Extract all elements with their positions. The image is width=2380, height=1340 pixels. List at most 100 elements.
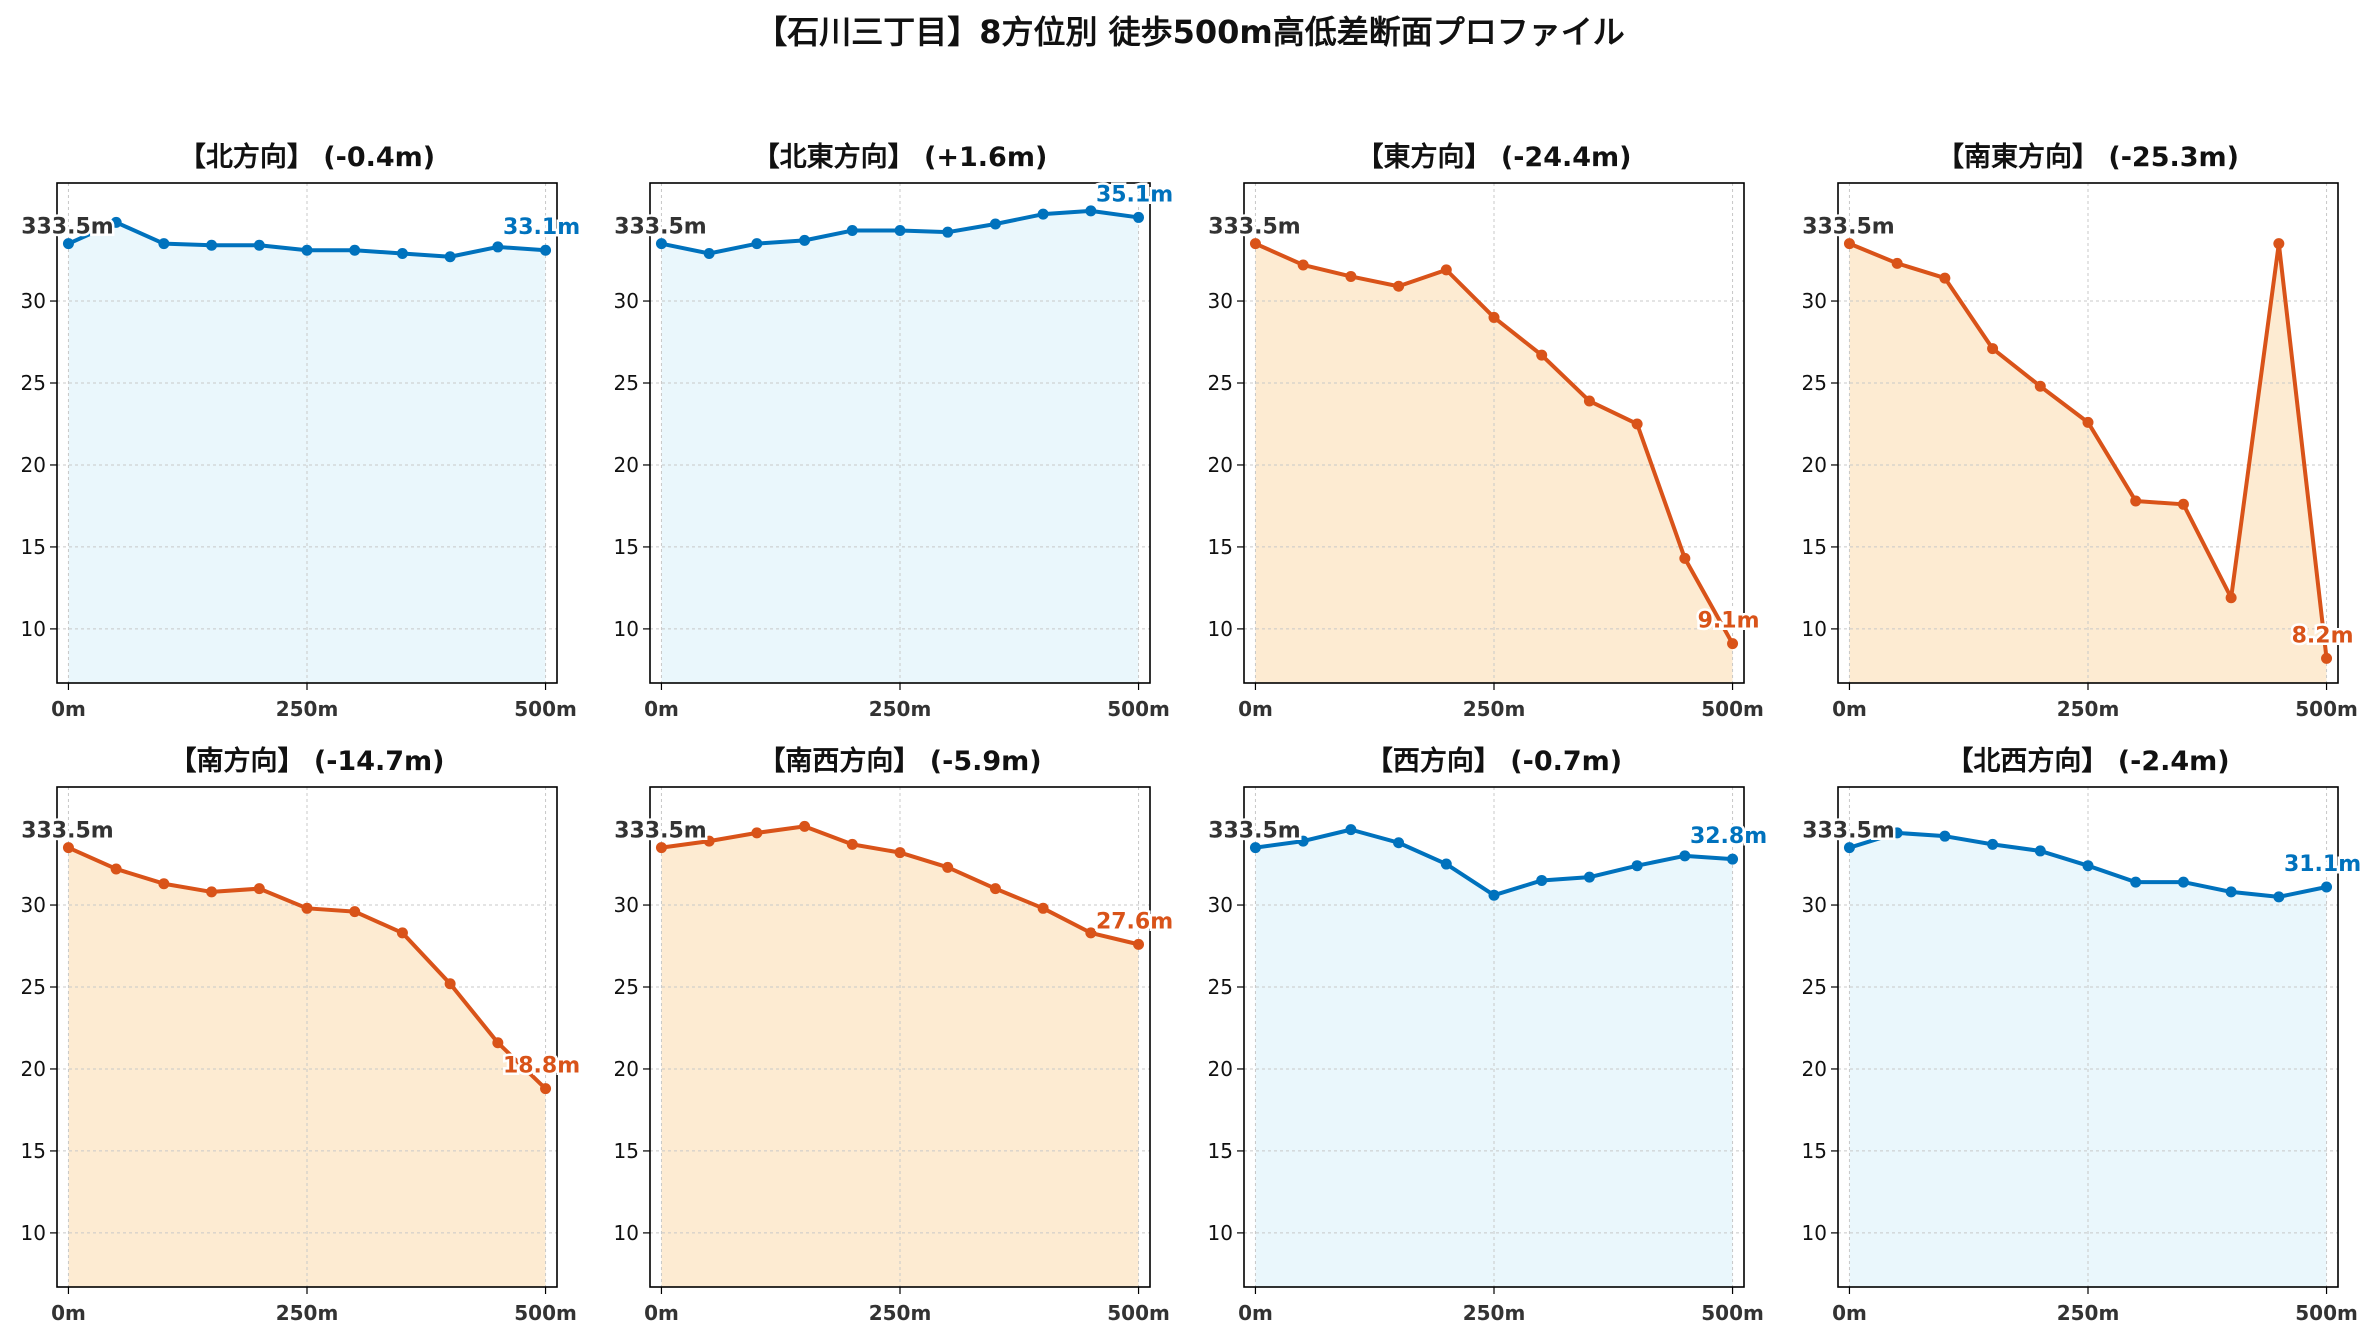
data-point bbox=[110, 216, 122, 228]
y-tick-label: 20 bbox=[1208, 1057, 1233, 1081]
data-point bbox=[2273, 891, 2285, 903]
data-point bbox=[2130, 876, 2142, 888]
y-tick-label: 25 bbox=[1208, 371, 1233, 395]
x-tick-label: 500m bbox=[1107, 1301, 1170, 1325]
panel-6: 10 15 20 25 30 0m 250m 500m 333.5m 27.6m 【南西方向】 (-… bbox=[612, 745, 1176, 1325]
y-tick-label: 30 bbox=[21, 893, 46, 917]
data-point bbox=[253, 239, 265, 251]
data-point bbox=[1679, 552, 1691, 564]
y-tick-label: 10 bbox=[1802, 1221, 1827, 1245]
area-fill bbox=[68, 222, 546, 683]
data-point bbox=[894, 225, 906, 237]
start-elevation-label: 333.5m bbox=[1208, 215, 1301, 240]
data-point bbox=[1679, 850, 1691, 862]
x-tick-label: 0m bbox=[51, 1301, 86, 1325]
data-point bbox=[1133, 211, 1145, 223]
data-point bbox=[301, 244, 313, 256]
y-tick-label: 30 bbox=[1802, 893, 1827, 917]
area-fill bbox=[68, 847, 546, 1287]
data-point bbox=[1393, 837, 1405, 849]
y-tick-label: 10 bbox=[1208, 617, 1233, 641]
x-tick-label: 250m bbox=[2057, 1301, 2120, 1325]
data-point bbox=[1085, 927, 1097, 939]
data-point bbox=[2082, 416, 2094, 428]
x-tick-label: 0m bbox=[1832, 1301, 1867, 1325]
data-point bbox=[1037, 902, 1049, 914]
start-elevation-label: 333.5m bbox=[21, 215, 114, 240]
data-point bbox=[1987, 838, 1999, 850]
end-elevation-label: 8.2m bbox=[2292, 623, 2354, 648]
data-point bbox=[396, 247, 408, 259]
y-tick-label: 25 bbox=[1802, 975, 1827, 999]
y-tick-label: 20 bbox=[21, 453, 46, 477]
x-tick-label: 250m bbox=[1463, 1301, 1526, 1325]
data-point bbox=[492, 1037, 504, 1049]
data-point bbox=[206, 239, 218, 251]
data-point bbox=[1583, 395, 1595, 407]
end-elevation-label: 31.1m bbox=[2284, 852, 2361, 877]
y-tick-label: 15 bbox=[1208, 1139, 1233, 1163]
panel-title: 【南西方向】 (-5.9m) bbox=[758, 745, 1041, 777]
data-point bbox=[1297, 835, 1309, 847]
y-tick-label: 15 bbox=[614, 1139, 639, 1163]
end-elevation-label: 18.8m bbox=[503, 1054, 580, 1079]
data-point bbox=[989, 883, 1001, 895]
panel-3: 10 15 20 25 30 0m 250m 500m 333.5m 9.1m 【東方向】 (-24… bbox=[1206, 141, 1764, 721]
end-elevation-label: 27.6m bbox=[1096, 909, 1173, 934]
y-tick-label: 10 bbox=[21, 617, 46, 641]
data-point bbox=[799, 234, 811, 246]
start-elevation-label: 333.5m bbox=[21, 819, 114, 844]
x-tick-label: 500m bbox=[2295, 1301, 2358, 1325]
data-point bbox=[703, 247, 715, 259]
data-point bbox=[2177, 876, 2189, 888]
end-elevation-label: 35.1m bbox=[1096, 182, 1173, 207]
y-tick-label: 20 bbox=[614, 1057, 639, 1081]
data-point bbox=[1345, 824, 1357, 836]
data-point bbox=[2273, 238, 2285, 250]
x-tick-label: 0m bbox=[1832, 697, 1867, 721]
data-point bbox=[1631, 860, 1643, 872]
data-point bbox=[444, 978, 456, 990]
y-tick-label: 30 bbox=[614, 893, 639, 917]
y-tick-label: 10 bbox=[1208, 1221, 1233, 1245]
data-point bbox=[799, 820, 811, 832]
data-point bbox=[2225, 592, 2237, 604]
panel-title: 【南方向】 (-14.7m) bbox=[169, 745, 444, 777]
x-tick-label: 0m bbox=[1238, 697, 1273, 721]
y-tick-label: 15 bbox=[1802, 1139, 1827, 1163]
panel-title: 【北方向】 (-0.4m) bbox=[179, 141, 435, 173]
data-point bbox=[2321, 881, 2333, 893]
data-point bbox=[540, 244, 552, 256]
panel-title: 【西方向】 (-0.7m) bbox=[1366, 745, 1622, 777]
data-point bbox=[703, 835, 715, 847]
data-point bbox=[62, 842, 74, 854]
y-tick-label: 20 bbox=[1208, 453, 1233, 477]
data-point bbox=[1488, 311, 1500, 323]
data-point bbox=[1440, 264, 1452, 276]
data-point bbox=[253, 883, 265, 895]
panel-4: 10 15 20 25 30 0m 250m 500m 333.5m 8.2m 【南東方向】 (-2… bbox=[1800, 141, 2358, 721]
y-tick-label: 20 bbox=[21, 1057, 46, 1081]
data-point bbox=[1939, 830, 1951, 842]
data-point bbox=[1727, 853, 1739, 865]
data-point bbox=[110, 863, 122, 875]
end-elevation-label: 33.1m bbox=[503, 215, 580, 240]
x-tick-label: 250m bbox=[276, 697, 339, 721]
data-point bbox=[1843, 842, 1855, 854]
data-point bbox=[2225, 886, 2237, 898]
data-point bbox=[396, 927, 408, 939]
data-point bbox=[444, 251, 456, 263]
data-point bbox=[2321, 652, 2333, 664]
data-point bbox=[1843, 238, 1855, 250]
start-elevation-label: 333.5m bbox=[1208, 819, 1301, 844]
panel-5: 10 15 20 25 30 0m 250m 500m 333.5m 18.8m 【南方向】 (-1… bbox=[19, 745, 583, 1325]
y-tick-label: 25 bbox=[1802, 371, 1827, 395]
y-tick-label: 25 bbox=[21, 371, 46, 395]
area-fill bbox=[661, 210, 1139, 684]
y-tick-label: 25 bbox=[1208, 975, 1233, 999]
data-point bbox=[751, 827, 763, 839]
data-point bbox=[62, 238, 74, 250]
data-point bbox=[492, 241, 504, 253]
data-point bbox=[1249, 842, 1261, 854]
